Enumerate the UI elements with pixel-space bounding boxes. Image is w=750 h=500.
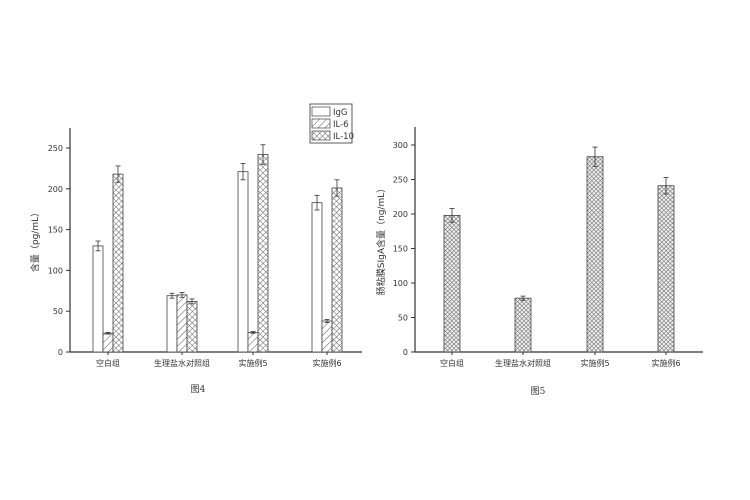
bar — [237, 171, 249, 353]
bar — [331, 187, 343, 353]
y-tick-label: 0 — [403, 348, 408, 357]
x-tick-label: 生理盐水对照组 — [495, 358, 551, 368]
x-tick-label: 实施例5 — [580, 358, 609, 368]
legend: IgG IL-6 IL-10 — [309, 103, 354, 144]
bar — [112, 173, 124, 353]
y-tick-label: 50 — [398, 314, 408, 323]
y-tick-label: 100 — [393, 279, 408, 288]
figure-caption: 图4 — [191, 384, 206, 395]
x-tick-label: 实施例6 — [651, 358, 680, 368]
chart-figure-5: 0 50 100 150 200 250 300 空白组 生理盐水对照组 实施例5 实施例6 肠粘膜S… — [375, 127, 703, 397]
y-tick-label: 0 — [58, 348, 63, 357]
x-tick-label: 空白组 — [96, 358, 120, 368]
legend-swatch — [311, 118, 331, 129]
bar — [586, 156, 604, 353]
chart-figure-4: 0 50 100 150 200 250 空白组 生理盐水对照组 实施例5 实施例6 含量（pg/m… — [29, 103, 362, 395]
y-tick-label: 100 — [48, 266, 63, 275]
y-tick-label: 200 — [393, 210, 408, 219]
legend-swatch — [311, 130, 331, 141]
bar — [257, 154, 269, 353]
bar — [166, 295, 178, 353]
bar — [321, 320, 333, 353]
bar — [102, 332, 114, 353]
bar — [186, 301, 198, 353]
bar — [514, 297, 532, 353]
y-tick-label: 150 — [48, 226, 63, 235]
x-tick-label: 空白组 — [440, 358, 464, 368]
bar — [247, 332, 259, 353]
legend-label: IL-6 — [333, 120, 349, 130]
bar — [443, 214, 461, 353]
y-tick-label: 150 — [393, 245, 408, 254]
y-tick-label: 300 — [393, 141, 408, 150]
y-axis-label: 含量（pg/mL） — [29, 208, 41, 272]
y-tick-label: 250 — [393, 176, 408, 185]
bar — [176, 294, 188, 353]
bar — [92, 245, 104, 353]
x-tick-label: 实施例5 — [238, 358, 267, 368]
x-tick-label: 生理盐水对照组 — [154, 358, 210, 368]
figure-caption: 图5 — [531, 386, 546, 397]
y-tick-label: 250 — [48, 144, 63, 153]
bar — [311, 202, 323, 353]
x-tick-label: 实施例6 — [312, 358, 341, 368]
y-tick-label: 50 — [53, 307, 63, 316]
legend-label: IgG — [333, 108, 348, 118]
y-axis-label: 肠粘膜SIgA含量（ng/mL） — [375, 184, 387, 295]
y-tick-label: 200 — [48, 185, 63, 194]
bar — [657, 185, 675, 353]
legend-swatch — [311, 106, 331, 117]
legend-label: IL-10 — [333, 132, 354, 142]
